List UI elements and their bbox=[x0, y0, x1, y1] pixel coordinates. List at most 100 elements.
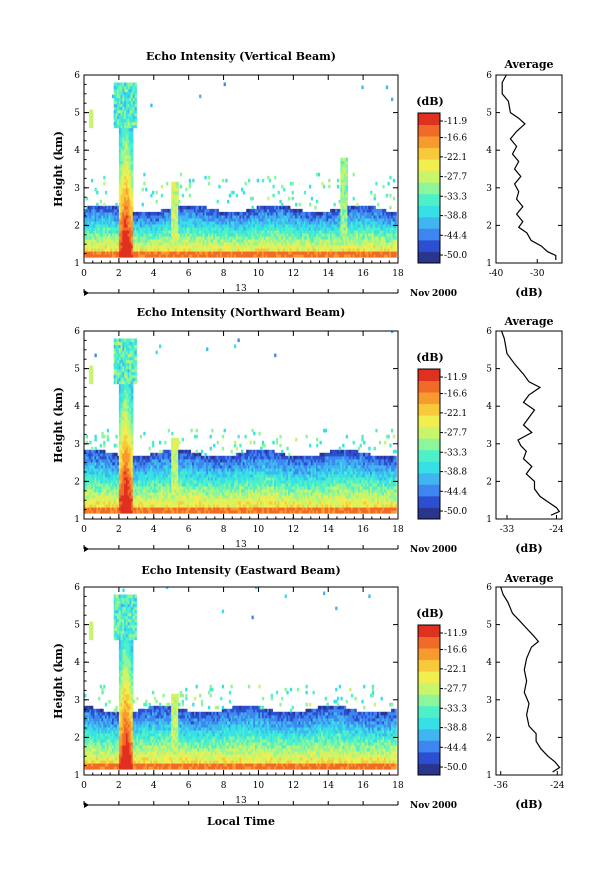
heatmap-cell bbox=[197, 254, 200, 258]
heatmap-cell bbox=[132, 507, 136, 511]
heatmap-cell bbox=[169, 211, 172, 216]
heatmap-cell bbox=[214, 217, 218, 222]
heatmap-cell bbox=[281, 223, 284, 228]
heatmap-cell bbox=[209, 229, 212, 234]
colorbar-swatches bbox=[418, 113, 440, 264]
heatmap-cell bbox=[108, 461, 111, 466]
heatmap-cell bbox=[303, 217, 307, 222]
heatmap-cell bbox=[118, 434, 122, 439]
heatmap-cell bbox=[394, 235, 397, 240]
heatmap-cell bbox=[333, 254, 336, 258]
heatmap-cell bbox=[99, 485, 102, 490]
heatmap-cell bbox=[129, 407, 132, 412]
heatmap-cell bbox=[91, 455, 94, 460]
heatmap-cell bbox=[298, 248, 301, 252]
heatmap-cell bbox=[98, 491, 101, 496]
heatmap-cell bbox=[267, 226, 270, 231]
heatmap-cell bbox=[268, 205, 272, 210]
heatmap-cell bbox=[155, 199, 158, 204]
heatmap-cell bbox=[277, 223, 280, 228]
heatmap-cell bbox=[370, 223, 373, 228]
heatmap-cell bbox=[166, 211, 169, 216]
heatmap-cell bbox=[155, 488, 158, 493]
heatmap-cell bbox=[209, 232, 212, 237]
heatmap-cell bbox=[293, 217, 296, 222]
heatmap-cell bbox=[333, 241, 336, 246]
heatmap-cell bbox=[148, 248, 151, 252]
heatmap-cell bbox=[291, 214, 294, 219]
heatmap-cell bbox=[157, 455, 160, 460]
heatmap-cell bbox=[108, 220, 111, 225]
heatmap-cell bbox=[143, 251, 146, 255]
heatmap-cell bbox=[103, 452, 106, 457]
profile-x-tick-label: -40 bbox=[489, 269, 504, 279]
heatmap-cell bbox=[211, 254, 214, 258]
heatmap-cell bbox=[120, 419, 123, 424]
heatmap-cell bbox=[132, 245, 136, 249]
heatmap-cell bbox=[99, 223, 102, 228]
heatmap-cell bbox=[134, 91, 137, 96]
heatmap-cell bbox=[209, 235, 212, 240]
heatmap-cell bbox=[251, 251, 254, 255]
heatmap-cell bbox=[131, 157, 134, 162]
heatmap-cell bbox=[350, 235, 354, 240]
heatmap-cell bbox=[153, 241, 157, 246]
heatmap-cell bbox=[347, 205, 350, 210]
heatmap-cell bbox=[118, 172, 122, 177]
heatmap-cell bbox=[110, 479, 113, 484]
heatmap-cell bbox=[125, 106, 129, 111]
heatmap-cell bbox=[106, 254, 109, 258]
heatmap-cell bbox=[272, 241, 275, 246]
heatmap-cell bbox=[124, 476, 127, 481]
heatmap-cell bbox=[213, 248, 216, 252]
heatmap-cell bbox=[343, 172, 347, 177]
heatmap-cell bbox=[108, 214, 111, 219]
heatmap-cell bbox=[124, 97, 127, 102]
heatmap-cell bbox=[246, 214, 249, 219]
heatmap-cell bbox=[157, 464, 160, 469]
profile-line bbox=[501, 74, 557, 260]
heatmap-cell bbox=[263, 220, 266, 225]
heatmap-cell bbox=[293, 214, 296, 219]
heatmap-cell bbox=[113, 254, 116, 258]
heatmap-cell bbox=[120, 151, 123, 156]
heatmap-cell bbox=[124, 157, 127, 162]
heatmap-cell bbox=[110, 205, 113, 210]
heatmap-cell bbox=[248, 232, 251, 237]
heatmap-cell bbox=[122, 220, 125, 225]
heatmap-cell bbox=[99, 232, 102, 237]
heatmap-cell bbox=[218, 251, 221, 255]
heatmap-cell bbox=[244, 214, 247, 219]
heatmap-cell bbox=[98, 485, 101, 490]
heatmap-cell bbox=[343, 163, 347, 168]
heatmap-cell bbox=[181, 245, 184, 249]
heatmap-cell bbox=[104, 214, 108, 219]
heatmap-cell bbox=[249, 220, 252, 225]
heatmap-cell bbox=[298, 226, 301, 231]
heatmap-cell bbox=[120, 136, 123, 141]
heatmap-cell bbox=[228, 217, 232, 222]
heatmap-cell bbox=[122, 169, 125, 174]
heatmap-cell bbox=[127, 383, 130, 388]
heatmap-cell bbox=[124, 235, 127, 240]
heatmap-cell bbox=[101, 232, 104, 237]
heatmap-cell bbox=[127, 419, 130, 424]
heatmap-cell bbox=[343, 223, 347, 228]
heatmap-cell bbox=[328, 251, 331, 255]
heatmap-cell bbox=[120, 501, 123, 505]
heatmap-cell bbox=[380, 254, 383, 258]
heatmap-cell bbox=[122, 365, 125, 370]
heatmap-cell bbox=[118, 163, 122, 168]
heatmap-cell bbox=[138, 238, 141, 243]
heatmap-cell bbox=[124, 443, 127, 448]
heatmap-cell bbox=[366, 245, 369, 249]
heatmap-cell bbox=[385, 251, 389, 255]
heatmap-cell bbox=[255, 241, 258, 246]
heatmap-cell bbox=[118, 106, 122, 111]
heatmap-cell bbox=[333, 202, 336, 207]
heatmap-cell bbox=[115, 482, 118, 487]
heatmap-cell bbox=[124, 112, 127, 117]
heatmap-cell bbox=[150, 211, 153, 216]
heatmap-cell bbox=[101, 470, 104, 475]
heatmap-cell bbox=[125, 115, 129, 120]
